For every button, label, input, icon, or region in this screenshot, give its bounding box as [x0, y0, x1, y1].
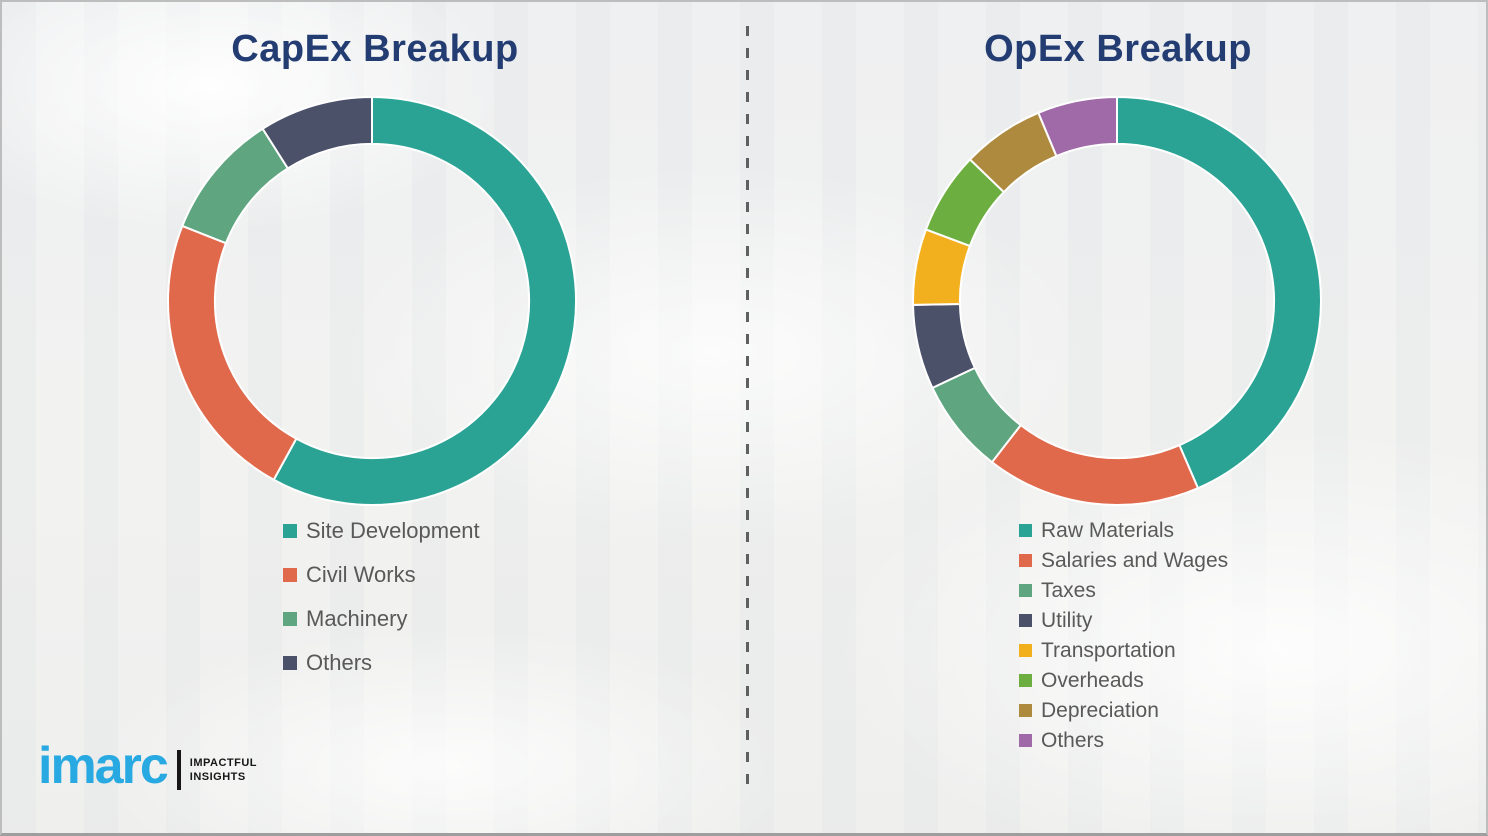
donut-segment-raw-materials [1116, 96, 1322, 490]
capex-donut-chart [167, 96, 577, 506]
imarc-wordmark: imarc [38, 737, 169, 795]
opex-title: OpEx Breakup [984, 28, 1252, 70]
legend-label: Transportation [1041, 638, 1176, 662]
donut-segment-machinery [181, 127, 290, 245]
legend-label: Civil Works [306, 561, 416, 587]
legend-label: Taxes [1041, 578, 1096, 602]
legend-swatch-salaries-and-wages [1019, 553, 1032, 567]
logo-tagline-line2: INSIGHTS [189, 771, 246, 783]
donut-segment-salaries-and-wages [990, 423, 1200, 506]
legend-swatch-overheads [1019, 673, 1032, 687]
legend-item-taxes: Taxes [1019, 578, 1228, 602]
opex-donut-chart [912, 96, 1322, 506]
legend-swatch-others [283, 655, 297, 670]
logo-tagline-line1: IMPACTFUL [189, 756, 257, 769]
legend-swatch-raw-materials [1019, 523, 1032, 537]
opex-legend: Raw Materials Salaries and Wages Taxes Util… [1019, 518, 1228, 752]
legend-swatch-taxes [1019, 583, 1032, 597]
legend-item-utility: Utility [1019, 608, 1228, 632]
logo-tagline: IMPACTFUL INSIGHTS [190, 756, 257, 785]
legend-item-salaries-and-wages: Salaries and Wages [1019, 548, 1228, 572]
legend-item-site-development: Site Development [283, 514, 480, 547]
legend-label: Utility [1041, 608, 1093, 632]
vertical-dashed-divider [746, 26, 749, 792]
donut-segment-site-development [272, 96, 577, 506]
legend-swatch-depreciation [1019, 703, 1032, 717]
legend-swatch-site-development [283, 523, 297, 538]
imarc-logo: imarc IMPACTFUL INSIGHTS [38, 740, 257, 792]
legend-label: Site Development [306, 517, 480, 543]
legend-label: Others [1041, 728, 1105, 752]
legend-swatch-others [1019, 733, 1032, 747]
legend-label: Machinery [306, 605, 408, 631]
legend-swatch-machinery [283, 611, 297, 626]
legend-item-overheads: Overheads [1019, 668, 1228, 692]
legend-item-transportation: Transportation [1019, 638, 1228, 662]
donut-segment-others [1037, 96, 1118, 158]
legend-item-depreciation: Depreciation [1019, 698, 1228, 722]
donut-segment-civil-works [167, 224, 298, 482]
legend-swatch-transportation [1019, 643, 1032, 657]
legend-item-machinery: Machinery [283, 602, 480, 635]
legend-swatch-utility [1019, 613, 1032, 627]
legend-label: Depreciation [1041, 698, 1159, 722]
legend-item-others: Others [1019, 728, 1228, 752]
legend-item-raw-materials: Raw Materials [1019, 518, 1228, 542]
legend-label: Raw Materials [1041, 518, 1175, 542]
legend-label: Others [306, 649, 373, 675]
donut-segment-others [261, 96, 373, 170]
capex-legend: Site Development Civil Works Machinery Othe… [283, 514, 480, 679]
legend-label: Salaries and Wages [1041, 548, 1229, 572]
legend-item-civil-works: Civil Works [283, 558, 480, 591]
legend-label: Overheads [1041, 668, 1144, 692]
legend-swatch-civil-works [283, 567, 297, 582]
logo-divider-bar [176, 750, 181, 790]
capex-title: CapEx Breakup [231, 28, 519, 70]
legend-item-others: Others [283, 646, 480, 679]
